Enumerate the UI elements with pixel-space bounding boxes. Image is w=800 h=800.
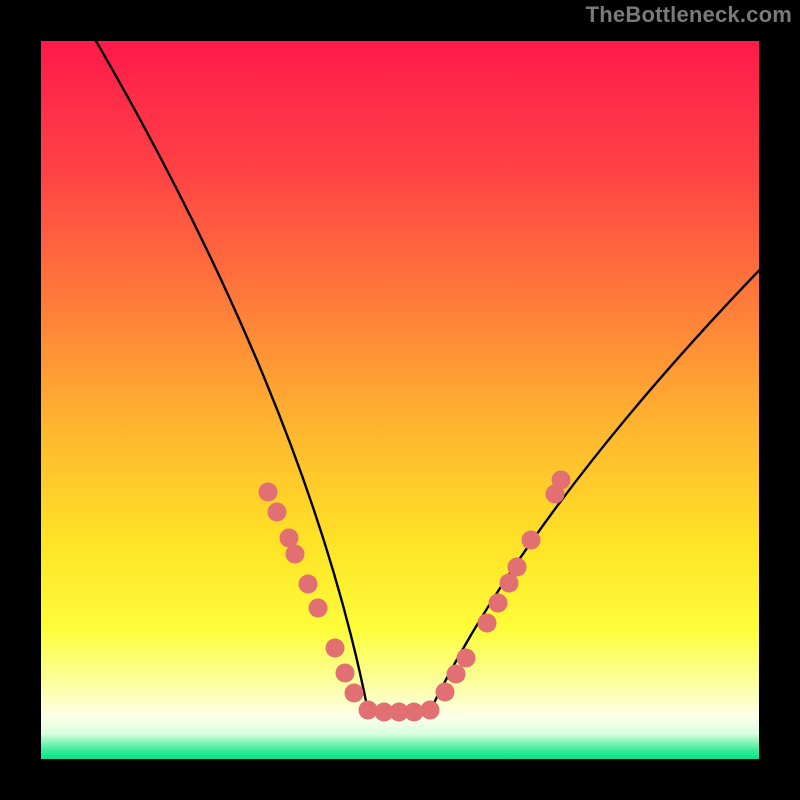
marker-dot — [508, 558, 527, 577]
marker-dot — [478, 614, 497, 633]
marker-dot — [336, 664, 355, 683]
marker-dot — [436, 683, 455, 702]
marker-dot — [268, 503, 287, 522]
chart-container: { "watermark": { "text": "TheBottleneck.… — [0, 0, 800, 800]
marker-dot — [345, 684, 364, 703]
marker-dot — [299, 575, 318, 594]
marker-dot — [359, 701, 378, 720]
marker-dot — [421, 701, 440, 720]
marker-dot — [286, 545, 305, 564]
marker-dot — [489, 594, 508, 613]
plot-area — [41, 41, 759, 759]
gradient-background — [41, 41, 759, 759]
marker-dot — [552, 471, 571, 490]
marker-dot — [522, 531, 541, 550]
marker-dot — [326, 639, 345, 658]
chart-svg — [41, 41, 759, 759]
marker-dot — [405, 703, 424, 722]
marker-dot — [259, 483, 278, 502]
watermark-text: TheBottleneck.com — [586, 2, 792, 28]
marker-dot — [447, 665, 466, 684]
marker-dot — [457, 649, 476, 668]
marker-dot — [309, 599, 328, 618]
